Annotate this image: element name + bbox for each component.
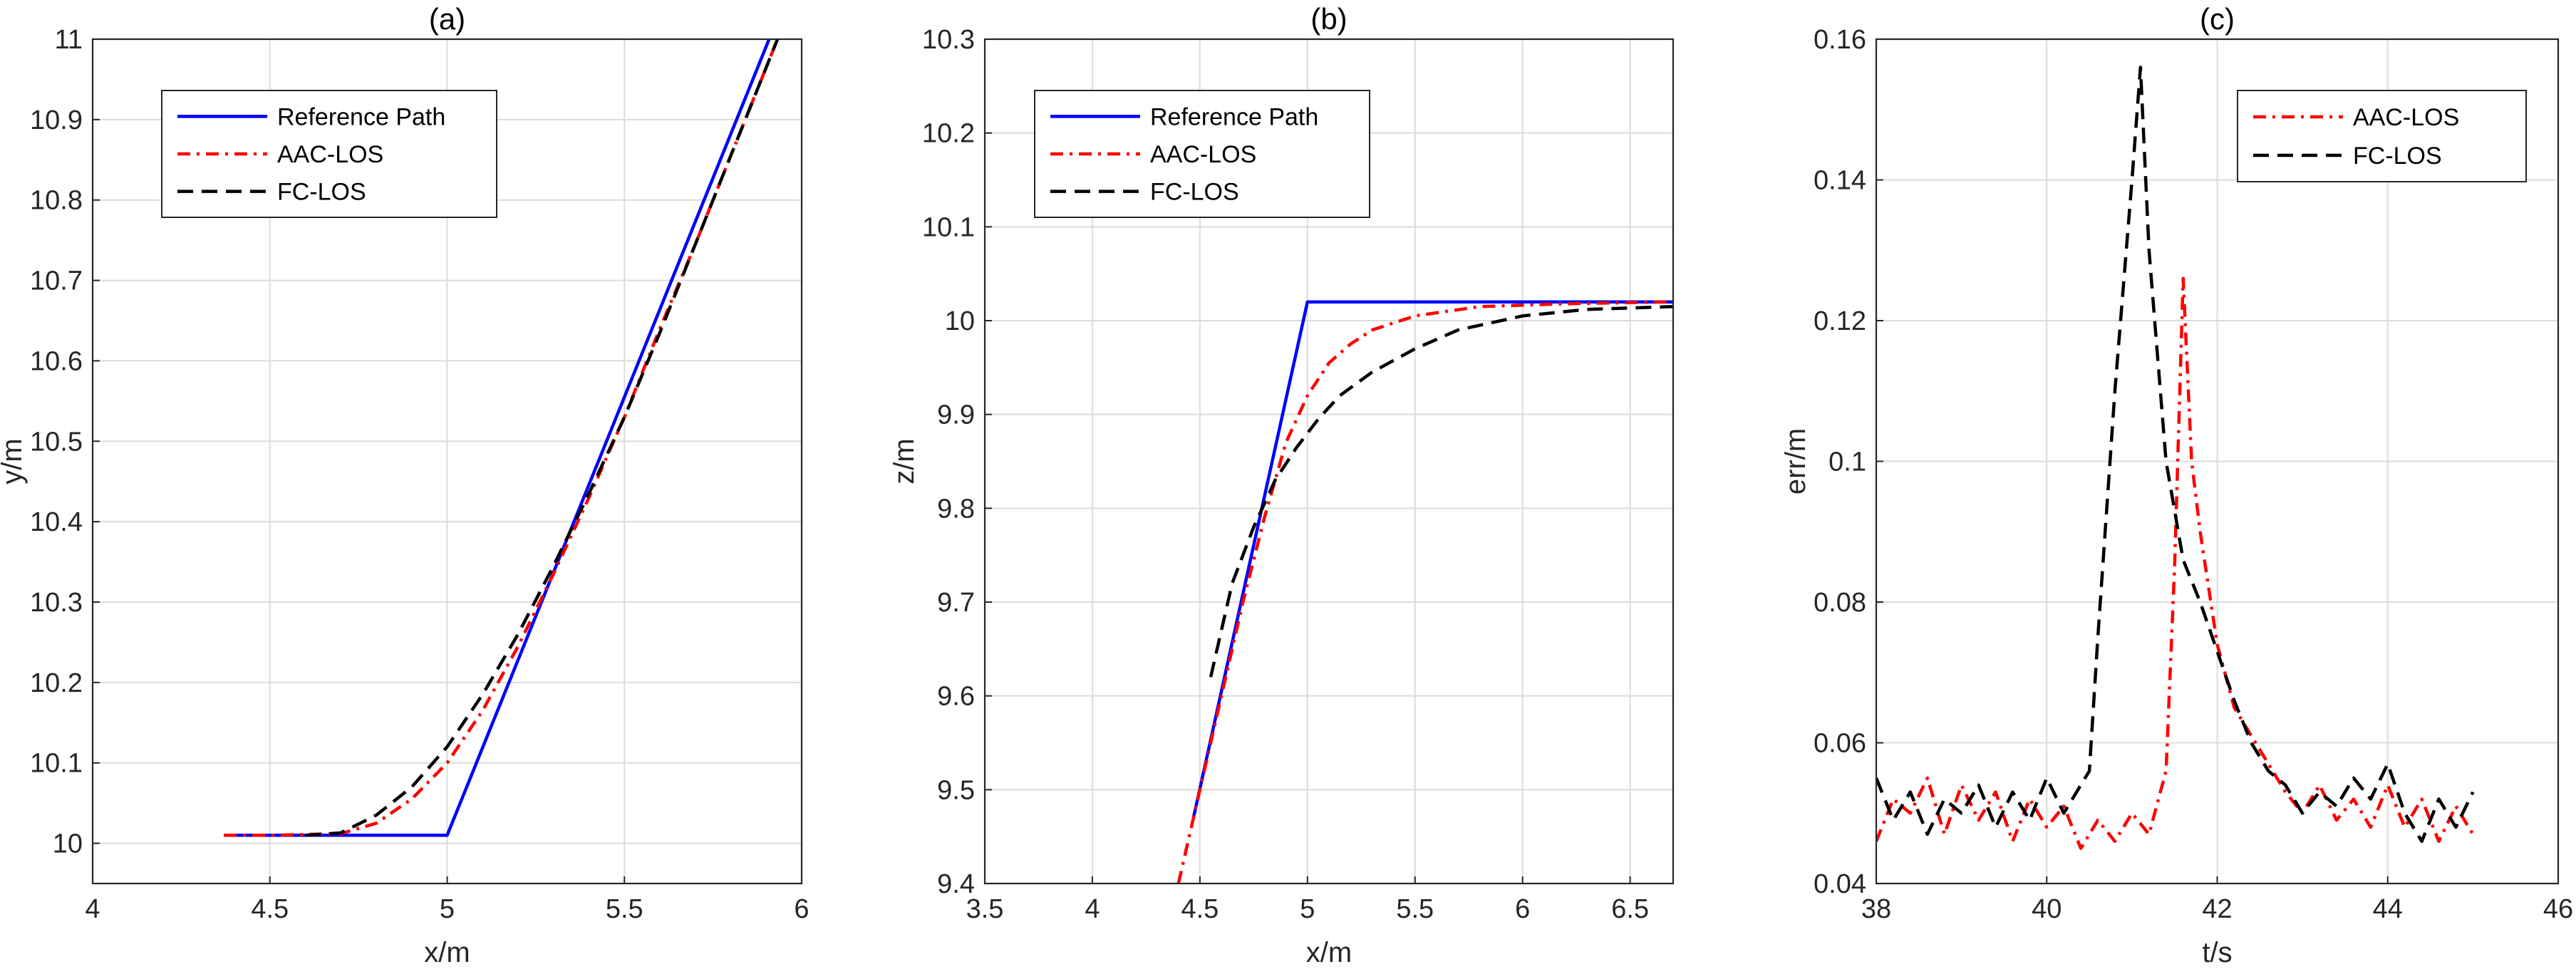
legend-label: FC-LOS <box>2353 143 2442 170</box>
plot-frame <box>91 38 803 885</box>
y-tick-label: 10.6 <box>30 346 83 376</box>
panel-title: (c) <box>2200 2 2235 36</box>
y-tick-label: 11 <box>55 25 83 55</box>
x-tick-label: 5.5 <box>1396 894 1434 924</box>
y-tick-label: 10 <box>53 829 83 859</box>
y-tick-label: 9.8 <box>937 494 975 524</box>
y-tick-label: 9.5 <box>937 775 975 805</box>
legend-label: Reference Path <box>1150 103 1318 130</box>
legend-box <box>161 90 497 218</box>
x-tick-label: 6.5 <box>1611 894 1649 924</box>
series-line-reference-path <box>1191 300 1673 819</box>
legend: Reference Path AAC-LOS FC-LOS <box>161 90 497 218</box>
panel-title: (b) <box>1310 2 1347 36</box>
x-tick-label: 4.5 <box>1181 894 1219 924</box>
x-tick-label: 4 <box>85 894 100 924</box>
x-tick-label: 44 <box>2373 894 2403 924</box>
chart-panel-2: 3.5 4 4.5 5 5.5 6 6.5 9.4 9.5 9.6 9.7 9.8 9.9 10 10.1 1… <box>889 2 1675 968</box>
x-tick-label: 46 <box>2543 894 2573 924</box>
legend: Reference Path AAC-LOS FC-LOS <box>1034 90 1370 218</box>
panel-title: (a) <box>429 2 465 36</box>
y-tick-label: 10.7 <box>30 266 83 296</box>
y-tick-label: 10.1 <box>30 749 83 779</box>
legend-label: AAC-LOS <box>277 141 383 168</box>
x-tick-label: 4.5 <box>251 894 289 924</box>
x-tick-label: 5.5 <box>606 894 643 924</box>
y-tick-label: 10.5 <box>30 427 83 457</box>
y-tick-label: 9.4 <box>937 869 975 899</box>
x-tick-label: 5 <box>440 894 455 924</box>
y-tick-label: 0.14 <box>1814 166 1866 196</box>
y-tick-label: 0.12 <box>1814 306 1866 336</box>
y-tick-label: 0.16 <box>1814 25 1866 55</box>
x-tick-label: 5 <box>1300 894 1315 924</box>
x-axis-label: x/m <box>1306 937 1352 968</box>
plot-frame <box>983 38 1675 885</box>
y-tick-label: 10.2 <box>30 668 83 698</box>
x-tick-label: 40 <box>2032 894 2062 924</box>
legend-label: Reference Path <box>277 103 445 130</box>
y-tick-label: 9.6 <box>937 682 975 712</box>
series-line-aac-los <box>224 39 780 837</box>
y-axis-label: z/m <box>889 438 920 484</box>
x-tick-label: 6 <box>1515 894 1530 924</box>
series-line-fc-los <box>1876 66 2475 844</box>
x-axis-label: t/s <box>2202 937 2232 968</box>
series-line-aac-los <box>1876 276 2475 850</box>
y-tick-label: 10 <box>945 306 975 336</box>
series-line-aac-los <box>1176 300 1673 884</box>
legend-label: AAC-LOS <box>2353 104 2459 131</box>
chart-panel-1: 4 4.5 5 5.5 6 10 10.1 10.2 10.3 10.4 10.5 10.6 10.7 1… <box>0 2 809 968</box>
x-tick-label: 6 <box>794 894 809 924</box>
y-tick-label: 10.2 <box>922 119 975 149</box>
legend-label: FC-LOS <box>1150 179 1239 206</box>
x-tick-label: 38 <box>1861 894 1891 924</box>
chart-panel-3: 38 40 42 44 46 0.04 0.06 0.08 0.1 0.12 0.14 0.16 (c)… <box>1780 2 2573 968</box>
y-tick-label: 10.4 <box>30 507 83 537</box>
legend: AAC-LOS FC-LOS <box>2237 90 2527 182</box>
y-tick-label: 10.3 <box>30 588 83 618</box>
y-tick-label: 0.06 <box>1814 729 1866 759</box>
x-tick-label: 42 <box>2202 894 2232 924</box>
series-line-fc-los <box>1209 305 1673 678</box>
y-tick-label: 9.7 <box>937 588 975 618</box>
x-tick-label: 4 <box>1085 894 1100 924</box>
legend-label: AAC-LOS <box>1150 141 1256 168</box>
y-tick-label: 0.04 <box>1814 869 1866 899</box>
plot-frame <box>1875 38 2560 885</box>
y-tick-label: 9.9 <box>937 400 975 430</box>
x-tick-label: 3.5 <box>966 894 1004 924</box>
y-tick-label: 10.9 <box>30 105 83 135</box>
legend-box <box>2237 90 2527 182</box>
y-tick-label: 0.08 <box>1814 588 1866 618</box>
y-tick-label: 10.8 <box>30 186 83 216</box>
y-axis-label: y/m <box>0 438 28 484</box>
y-tick-label: 10.3 <box>922 25 975 55</box>
y-tick-label: 0.1 <box>1828 447 1866 477</box>
x-axis-label: x/m <box>424 937 470 968</box>
y-axis-label: err/m <box>1780 428 1811 494</box>
legend-label: FC-LOS <box>277 179 366 206</box>
y-tick-label: 10.1 <box>922 212 975 242</box>
